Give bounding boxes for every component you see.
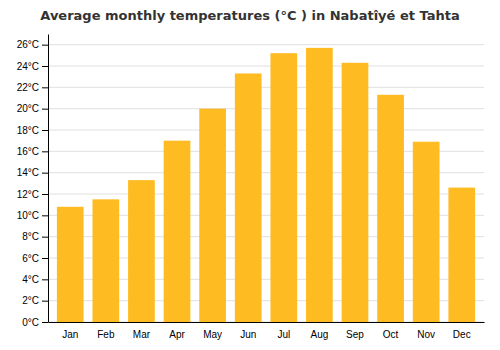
tick-label: 12°C (17, 189, 39, 200)
tick-label: 20°C (17, 103, 39, 114)
tick-label: May (203, 329, 222, 340)
bars (57, 48, 475, 322)
plot-area: 0°C 2°C 4°C 6°C 8°C 10°C 12°C 14°C 16°C 18°C 20°C 2… (17, 35, 485, 341)
title: Average monthly temperatures (°C ) in Na… (40, 8, 459, 23)
grid-line (48, 130, 484, 131)
grid-line (48, 87, 484, 88)
tick: 12°C (17, 189, 48, 200)
y-axis: 0°C 2°C 4°C 6°C 8°C 10°C 12°C 14°C 16°C 18°C 20°C 2… (17, 35, 49, 328)
tick: 16°C (17, 146, 48, 157)
tick-label: Jun (240, 329, 256, 340)
bar (164, 141, 191, 322)
tick-label: 2°C (22, 295, 39, 306)
tick: 24°C (17, 61, 48, 72)
tick-label: Apr (169, 329, 185, 340)
tick-mark (42, 301, 48, 302)
tick: Feb (97, 329, 115, 340)
grid-line (48, 66, 484, 67)
tick: Jan (62, 329, 78, 340)
tick-label: Nov (417, 329, 435, 340)
tick: 22°C (17, 82, 48, 93)
bar (342, 63, 369, 322)
tick-label: 14°C (17, 167, 39, 178)
tick-mark (42, 194, 48, 195)
tick-label: 26°C (17, 39, 39, 50)
tick-label: Feb (97, 329, 115, 340)
bar (128, 180, 155, 322)
tick: 0°C (22, 317, 48, 328)
tick-mark (42, 45, 48, 46)
tick: Sep (346, 329, 364, 340)
grid-line (48, 44, 484, 45)
axis-line (49, 322, 485, 323)
tick-label: Jan (62, 329, 78, 340)
tick-mark (42, 130, 48, 131)
tick: 14°C (17, 167, 48, 178)
bar (199, 109, 226, 322)
tick-label: 8°C (22, 231, 39, 242)
bar (448, 188, 475, 322)
bar (377, 95, 404, 322)
tick: Dec (453, 329, 471, 340)
bar (57, 207, 84, 322)
tick: 10°C (17, 210, 48, 221)
tick-label: Oct (383, 329, 399, 340)
tick: Jul (277, 329, 290, 340)
tick-mark (42, 151, 48, 152)
bar (306, 48, 333, 322)
tick: Nov (417, 329, 435, 340)
tick-label: 22°C (17, 82, 39, 93)
axis-line (48, 35, 49, 323)
bar (92, 199, 119, 322)
tick: 8°C (22, 231, 48, 242)
tick-mark (42, 322, 48, 323)
tick-label: 6°C (22, 253, 39, 264)
tick: 18°C (17, 125, 48, 136)
tick-label: 4°C (22, 274, 39, 285)
tick: 26°C (17, 39, 48, 50)
tick-mark (42, 109, 48, 110)
tick-mark (42, 173, 48, 174)
tick-mark (42, 258, 48, 259)
tick-label: Mar (133, 329, 151, 340)
tick-label: 0°C (22, 317, 39, 328)
tick-mark (42, 279, 48, 280)
tick: Apr (169, 329, 185, 340)
bar (413, 142, 440, 322)
tick: 6°C (22, 253, 48, 264)
tick: Oct (383, 329, 399, 340)
tick-label: Sep (346, 329, 364, 340)
tick-label: Dec (453, 329, 471, 340)
x-axis: Jan Feb Mar Apr May Jun Jul Aug Sep Oct Nov Dec (49, 323, 485, 341)
tick-label: 18°C (17, 125, 39, 136)
chart: 0°C 2°C 4°C 6°C 8°C 10°C 12°C 14°C 16°C 18°C 20°C 2… (0, 0, 500, 350)
bar (235, 73, 262, 322)
tick: May (203, 329, 222, 340)
tick-label: Aug (310, 329, 328, 340)
tick: 20°C (17, 103, 48, 114)
tick-mark (42, 237, 48, 238)
tick-label: Jul (277, 329, 290, 340)
grid-line (48, 108, 484, 109)
tick: Aug (310, 329, 328, 340)
grid (48, 45, 484, 322)
tick-mark (42, 215, 48, 216)
tick-label: 10°C (17, 210, 39, 221)
tick-mark (42, 66, 48, 67)
bar (270, 53, 297, 322)
tick: 2°C (22, 295, 48, 306)
tick: 4°C (22, 274, 48, 285)
tick-mark (42, 87, 48, 88)
tick: Jun (240, 329, 256, 340)
tick-label: 16°C (17, 146, 39, 157)
tick: Mar (133, 329, 151, 340)
tick-label: 24°C (17, 61, 39, 72)
